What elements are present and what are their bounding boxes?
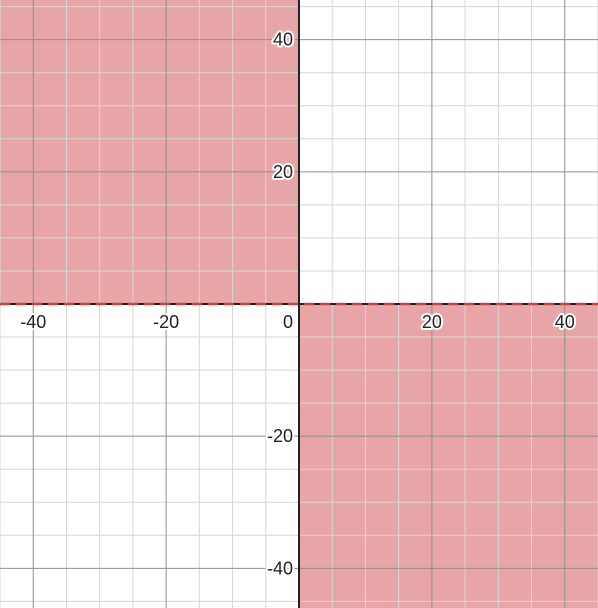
y-tick-label: -40 [267,558,293,578]
y-tick-label: 20 [273,162,293,182]
x-tick-label: -20 [153,312,179,332]
y-tick-label: -20 [267,426,293,446]
x-tick-label: 40 [555,312,575,332]
shaded-region-upper-left [0,0,299,304]
tick-labels: -40 -20 0 20 40 40 20 -20 -40 [18,28,577,581]
y-tick-label: 40 [273,30,293,50]
x-tick-label: -40 [20,312,46,332]
origin-label: 0 [283,312,293,332]
x-tick-label: 20 [422,312,442,332]
shaded-region-lower-right [299,304,598,608]
